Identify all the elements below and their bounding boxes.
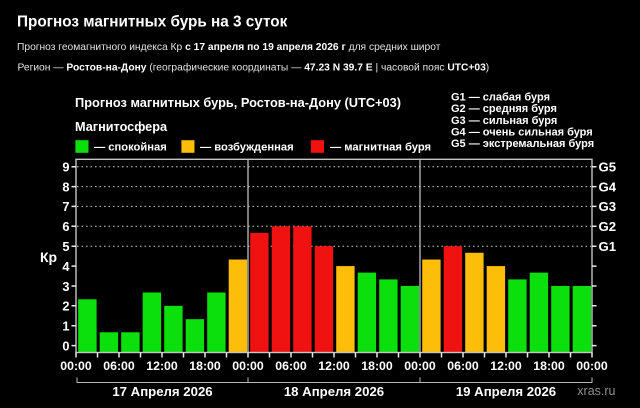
svg-text:— магнитная буря: — магнитная буря	[330, 141, 431, 153]
svg-text:18:00: 18:00	[361, 359, 393, 373]
svg-text:— возбужденная: — возбужденная	[200, 141, 294, 153]
svg-text:7: 7	[62, 199, 69, 214]
svg-text:0: 0	[62, 338, 69, 353]
svg-text:G1: G1	[599, 239, 617, 254]
svg-text:06:00: 06:00	[275, 359, 307, 373]
svg-text:19 Апреля 2026: 19 Апреля 2026	[456, 384, 556, 399]
svg-text:Прогноз магнитных бурь на 3 су: Прогноз магнитных бурь на 3 суток	[17, 13, 288, 30]
svg-text:6: 6	[62, 219, 69, 234]
svg-text:12:00: 12:00	[490, 359, 522, 373]
svg-text:Регион — Ростов-на-Дону (геогр: Регион — Ростов-на-Дону (географические …	[18, 61, 490, 73]
svg-text:00:00: 00:00	[232, 359, 264, 373]
svg-text:Магнитосфера: Магнитосфера	[75, 120, 168, 134]
svg-text:00:00: 00:00	[404, 359, 436, 373]
svg-text:1: 1	[62, 319, 69, 334]
svg-text:12:00: 12:00	[318, 359, 350, 373]
svg-text:G5 — экстремальная буря: G5 — экстремальная буря	[451, 138, 594, 150]
svg-text:18:00: 18:00	[533, 359, 565, 373]
svg-text:Прогноз геомагнитного индекса: Прогноз геомагнитного индекса Кр с 17 ап…	[17, 42, 441, 53]
svg-text:06:00: 06:00	[447, 359, 479, 373]
svg-text:G3: G3	[599, 199, 617, 214]
svg-text:G4 — очень сильная буря: G4 — очень сильная буря	[451, 126, 593, 138]
svg-text:4: 4	[62, 259, 70, 274]
svg-text:5: 5	[62, 239, 69, 254]
svg-text:17 Апреля 2026: 17 Апреля 2026	[112, 384, 212, 399]
svg-text:18:00: 18:00	[189, 359, 221, 373]
svg-text:G2 — средняя буря: G2 — средняя буря	[451, 103, 557, 115]
svg-text:G3 — сильная буря: G3 — сильная буря	[451, 115, 557, 127]
svg-text:9: 9	[62, 160, 69, 175]
svg-text:06:00: 06:00	[103, 359, 135, 373]
svg-text:12:00: 12:00	[146, 359, 178, 373]
svg-text:xras.ru: xras.ru	[577, 384, 615, 398]
svg-text:G4: G4	[599, 179, 617, 194]
svg-text:Прогноз магнитных бурь, Ростов: Прогноз магнитных бурь, Ростов-на-Дону (…	[75, 95, 401, 110]
svg-text:Кр: Кр	[40, 249, 57, 265]
svg-text:00:00: 00:00	[60, 359, 92, 373]
svg-text:G5: G5	[599, 160, 617, 175]
svg-text:3: 3	[62, 279, 69, 294]
svg-text:— спокойная: — спокойная	[94, 141, 167, 153]
svg-text:18 Апреля 2026: 18 Апреля 2026	[284, 384, 384, 399]
svg-text:G1 — слабая буря: G1 — слабая буря	[451, 92, 550, 104]
svg-text:G2: G2	[599, 219, 617, 234]
svg-text:2: 2	[62, 299, 69, 314]
svg-text:8: 8	[62, 179, 69, 194]
svg-text:00:00: 00:00	[576, 359, 608, 373]
